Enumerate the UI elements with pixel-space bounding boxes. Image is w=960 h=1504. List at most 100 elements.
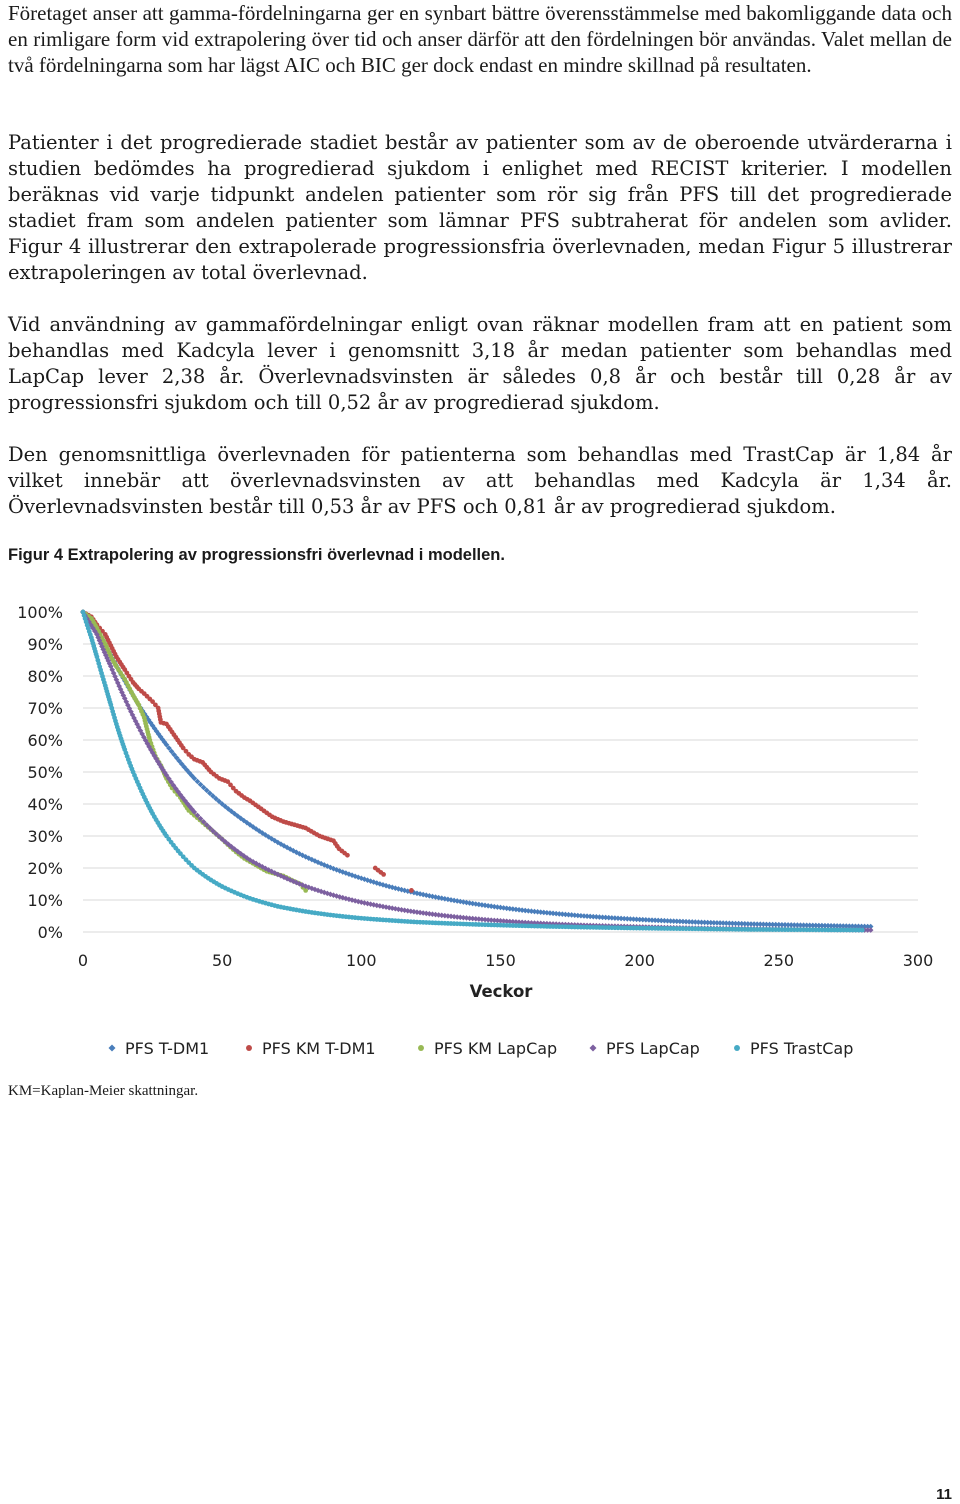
data-point xyxy=(284,875,290,882)
data-point xyxy=(757,921,764,928)
data-point xyxy=(553,910,559,917)
data-point xyxy=(163,742,170,748)
data-point xyxy=(158,764,165,770)
data-point xyxy=(559,911,566,917)
data-point xyxy=(186,769,193,776)
data-point xyxy=(161,769,168,776)
data-point xyxy=(352,873,358,880)
data-point xyxy=(150,699,155,704)
data-point xyxy=(194,778,201,785)
data-point xyxy=(438,895,445,902)
data-point xyxy=(149,722,156,729)
data-point xyxy=(782,922,788,928)
series-group xyxy=(80,609,874,933)
series-group xyxy=(80,609,414,893)
progression-paragraph: Patienter i det progredierade stadiet be… xyxy=(8,131,952,284)
data-point xyxy=(769,921,776,928)
data-point xyxy=(161,739,168,745)
data-point xyxy=(692,919,699,925)
y-axis-tick-labels: 0% 10% 20% 30% 40% 50% 60% 70% 80% 90% 100% xyxy=(17,603,63,942)
data-point xyxy=(855,923,862,930)
data-point xyxy=(237,815,244,822)
data-point xyxy=(689,919,696,925)
data-point xyxy=(389,884,396,891)
data-point xyxy=(828,922,834,929)
figure-caption: Figur 4 Extrapolering av progressionsfri… xyxy=(8,546,505,564)
data-point xyxy=(779,921,785,928)
data-point xyxy=(766,921,773,928)
data-point xyxy=(296,881,303,887)
pfs-extrapolation-chart: 0% 10% 20% 30% 40% 50% 60% 70% 80% 90% 100% 0 50 100… xyxy=(17,603,933,1058)
data-point xyxy=(392,885,399,891)
y-tick-label: 20% xyxy=(27,859,63,878)
data-point xyxy=(547,910,553,916)
data-point xyxy=(776,921,782,928)
data-point xyxy=(228,808,235,815)
data-point xyxy=(500,918,507,924)
data-point xyxy=(562,911,569,918)
legend-label: PFS TrastCap xyxy=(750,1039,853,1058)
data-point xyxy=(222,838,229,845)
data-point xyxy=(831,923,837,929)
data-point xyxy=(166,745,172,751)
chart-gridlines xyxy=(83,611,918,933)
data-point xyxy=(358,875,365,882)
data-point xyxy=(816,922,822,929)
data-point xyxy=(627,916,634,922)
data-point xyxy=(281,874,287,881)
data-point xyxy=(797,922,804,928)
x-tick-label: 50 xyxy=(212,951,232,970)
data-point xyxy=(677,918,683,925)
data-point xyxy=(163,772,170,778)
legend-item: PFS KM LapCap xyxy=(418,1039,557,1058)
data-point xyxy=(409,888,414,893)
footnote: KM=Kaplan-Meier skattningar. xyxy=(8,1083,199,1099)
data-point xyxy=(105,658,112,664)
data-point xyxy=(225,806,232,812)
data-point xyxy=(429,911,436,917)
data-point xyxy=(794,922,801,928)
data-point xyxy=(156,761,163,768)
data-point xyxy=(170,782,177,789)
data-point xyxy=(575,912,581,919)
data-point xyxy=(361,876,368,883)
data-point xyxy=(519,919,525,926)
legend-item: PFS TrastCap xyxy=(734,1039,853,1058)
data-point xyxy=(420,891,426,898)
data-point xyxy=(602,914,609,921)
data-point xyxy=(166,775,172,782)
data-point xyxy=(305,884,312,891)
data-point xyxy=(119,689,125,696)
data-point xyxy=(729,920,736,927)
legend-item: PFS KM T-DM1 xyxy=(246,1039,376,1058)
data-point xyxy=(578,912,584,919)
data-point xyxy=(707,919,714,926)
data-point xyxy=(189,772,195,779)
data-point xyxy=(491,903,498,910)
data-point xyxy=(147,719,154,726)
data-point xyxy=(355,874,362,881)
data-point xyxy=(843,923,850,929)
data-point xyxy=(754,921,760,927)
data-point xyxy=(114,680,121,686)
data-point xyxy=(476,901,482,908)
x-tick-label: 200 xyxy=(624,951,655,970)
data-point xyxy=(168,748,175,755)
data-point xyxy=(472,901,479,907)
data-point xyxy=(265,867,272,873)
data-point xyxy=(763,921,770,928)
data-point xyxy=(738,920,745,927)
data-point xyxy=(142,737,149,744)
data-point xyxy=(587,913,593,920)
data-point xyxy=(813,922,819,929)
data-point xyxy=(822,922,828,929)
data-point xyxy=(95,634,101,641)
data-point xyxy=(457,914,464,921)
data-point xyxy=(488,903,495,910)
data-point xyxy=(466,900,473,906)
data-point xyxy=(704,919,711,926)
data-point xyxy=(510,918,516,925)
data-point xyxy=(698,919,705,926)
data-point xyxy=(155,731,162,737)
data-point xyxy=(94,631,100,638)
